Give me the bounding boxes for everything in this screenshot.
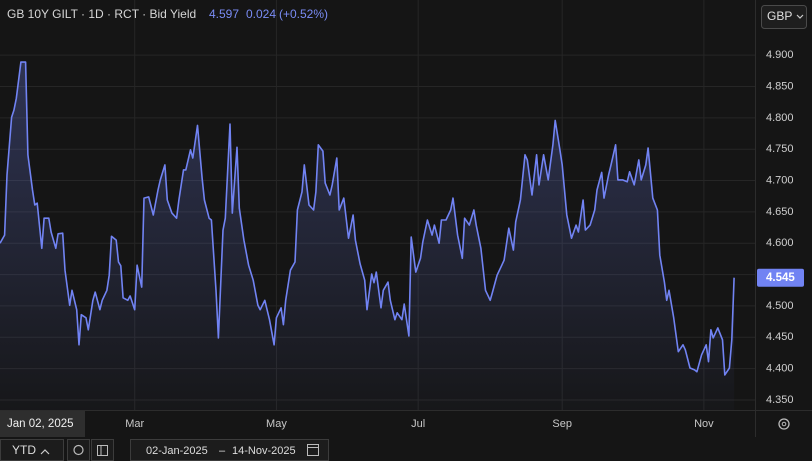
gear-icon xyxy=(781,421,787,427)
y-tick-label: 4.750 xyxy=(766,143,794,155)
area xyxy=(0,62,735,410)
y-tick-label: 4.500 xyxy=(766,300,794,312)
last-value-tag xyxy=(757,268,804,287)
date-to[interactable]: 14-Nov-2025 xyxy=(232,445,296,457)
plot xyxy=(0,61,735,410)
range[interactable]: YTD xyxy=(12,443,36,457)
y-tick-label: 4.600 xyxy=(766,237,794,249)
button-frame[interactable] xyxy=(761,5,807,29)
y-tick-label: 4.450 xyxy=(766,331,794,343)
currency[interactable]: GBP xyxy=(767,9,792,23)
calendar-icon[interactable] xyxy=(307,444,319,456)
gear-icon xyxy=(73,444,84,456)
settings-button[interactable] xyxy=(67,439,90,461)
settings-button[interactable] xyxy=(778,418,790,430)
x-tick-label: Jul xyxy=(411,418,425,430)
axes: 4.3504.4004.4504.5004.5504.6004.6504.700… xyxy=(0,49,804,437)
y-tick-label: 4.800 xyxy=(766,112,794,124)
last-value: 4.597 xyxy=(209,7,239,21)
table-icon xyxy=(97,445,108,456)
y-tick-label: 4.650 xyxy=(766,206,794,218)
x-tick-highlight xyxy=(0,411,85,437)
x-tick-label: May xyxy=(266,418,287,430)
y-tick-label: 4.900 xyxy=(766,49,794,61)
table-button[interactable] xyxy=(91,439,114,461)
x-tick-label: Jan 02, 2025 xyxy=(7,418,74,430)
line xyxy=(0,61,735,376)
change-percent: (+0.52%) xyxy=(279,7,328,21)
y-tick-label: 4.350 xyxy=(766,394,794,406)
date-from[interactable]: 02-Jan-2025 xyxy=(146,445,208,457)
chevron xyxy=(40,449,50,455)
last-value-label: 4.545 xyxy=(766,272,795,284)
x-tick-label: Sep xyxy=(552,418,572,430)
x-tick-label: Mar xyxy=(125,418,144,430)
y-tick-label: 4.850 xyxy=(766,80,794,92)
y-tick-label: 4.400 xyxy=(766,363,794,375)
chevron xyxy=(796,14,804,19)
toolbar: YTD 02-Jan-2025 – 14-Nov-2025 xyxy=(0,437,812,461)
gear-icon[interactable] xyxy=(778,418,790,430)
date-separator: – xyxy=(219,445,226,457)
x-tick-label: Nov xyxy=(694,418,714,430)
y-tick-label: 4.700 xyxy=(766,174,794,186)
change: 0.024 xyxy=(246,7,276,21)
header: GB 10Y GILT · 1D · RCT · Bid Yield 4.597… xyxy=(7,7,328,21)
toolbar-bg xyxy=(0,437,812,461)
chart-title: GB 10Y GILT · 1D · RCT · Bid Yield xyxy=(7,7,196,21)
currency-button[interactable]: GBP xyxy=(761,5,807,29)
